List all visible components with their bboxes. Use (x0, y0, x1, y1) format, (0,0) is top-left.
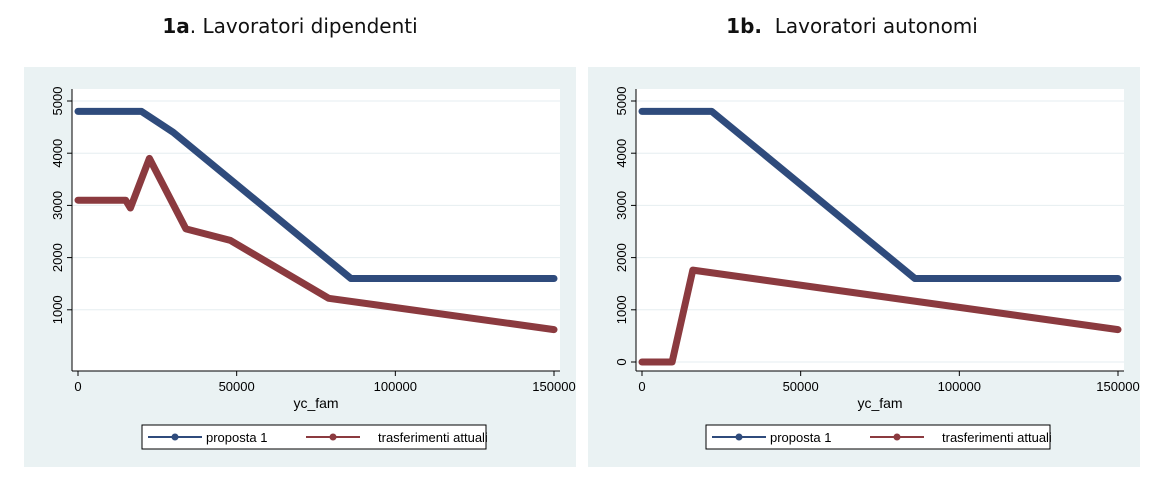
x-tick-label: 100000 (938, 379, 981, 394)
y-tick-label: 2000 (50, 243, 65, 272)
panel-1b-title-text: Lavoratori autonomi (762, 14, 978, 38)
y-tick-label: 3000 (614, 191, 629, 220)
legend-marker (735, 433, 743, 441)
legend-label: proposta 1 (770, 430, 831, 445)
y-tick-label: 4000 (614, 139, 629, 168)
x-tick-label: 100000 (374, 379, 417, 394)
y-tick-label: 5000 (614, 87, 629, 116)
y-tick-label: 2000 (614, 243, 629, 272)
x-tick-label: 0 (638, 379, 645, 394)
legend-marker (171, 433, 179, 441)
x-tick-label: 150000 (1096, 379, 1139, 394)
y-tick-label: 3000 (50, 191, 65, 220)
plot-area (72, 89, 560, 371)
y-tick-label: 1000 (50, 295, 65, 324)
legend-label: proposta 1 (206, 430, 267, 445)
panel-1b-title-number: 1b. (726, 14, 762, 38)
x-tick-label: 50000 (783, 379, 819, 394)
series-line-trasferimenti-attuali (638, 266, 1122, 366)
legend-label: trasferimenti attuali (378, 430, 488, 445)
y-tick-label: 1000 (614, 295, 629, 324)
y-tick-label: 4000 (50, 139, 65, 168)
x-tick-label: 150000 (532, 379, 575, 394)
series-line-proposta-1 (74, 107, 558, 282)
legend-marker (329, 433, 337, 441)
x-axis-label: yc_fam (857, 395, 902, 411)
series-line-proposta-1 (638, 107, 1122, 282)
panel-1a-title: 1a. Lavoratori dipendenti (60, 14, 520, 38)
plot-area (636, 89, 1124, 371)
legend-marker (893, 433, 901, 441)
x-tick-label: 50000 (219, 379, 255, 394)
x-axis-label: yc_fam (293, 395, 338, 411)
y-tick-label: 5000 (50, 87, 65, 116)
panel-1a-title-text: . Lavoratori dipendenti (189, 14, 418, 38)
y-tick-label: 0 (614, 358, 629, 365)
legend-label: trasferimenti attuali (942, 430, 1052, 445)
panel-1b-title: 1b. Lavoratori autonomi (622, 14, 1082, 38)
x-tick-label: 0 (74, 379, 81, 394)
panel-1a-title-number: 1a (162, 14, 190, 38)
series-line-trasferimenti-attuali (74, 154, 558, 334)
